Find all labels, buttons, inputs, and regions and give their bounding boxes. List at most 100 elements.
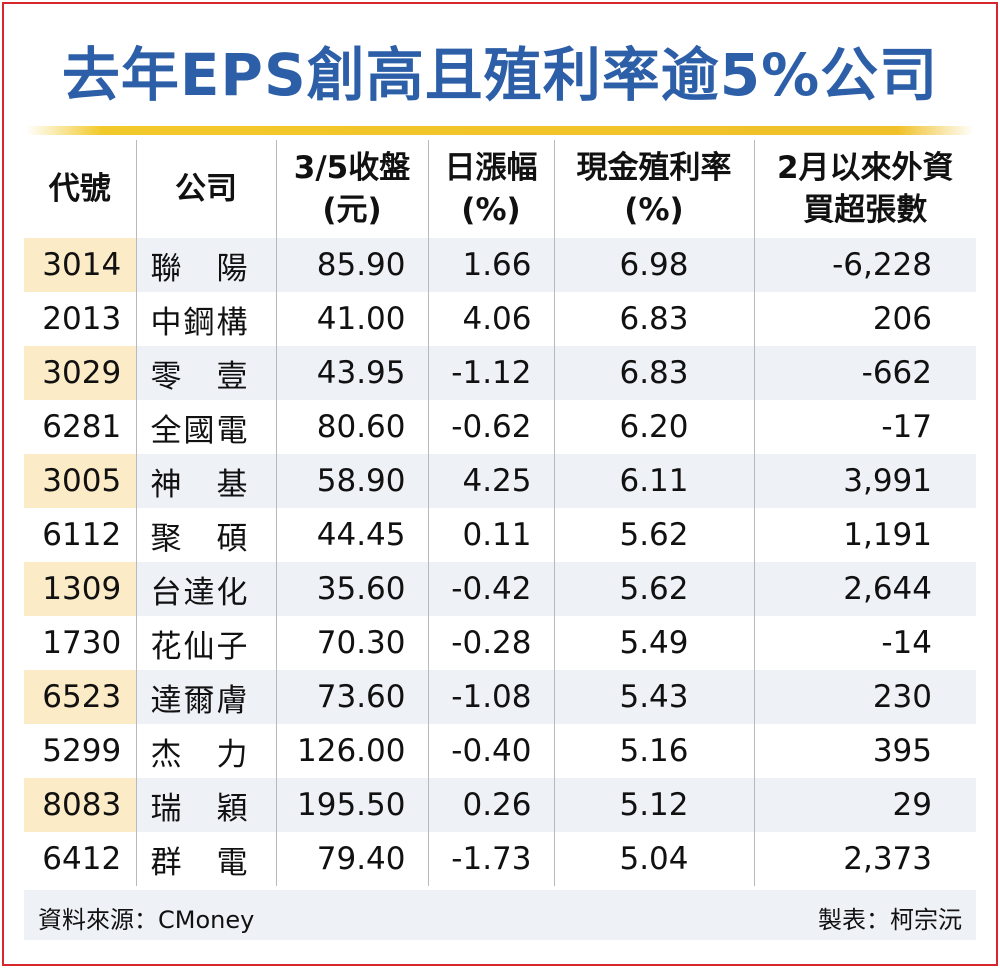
source-note: 資料來源：CMoney: [38, 906, 255, 934]
cell-foreign: 2,373: [753, 832, 976, 886]
table-row: 1309 台達化 35.60 -0.42 5.62 2,644: [24, 562, 976, 616]
cell-name: 花仙子: [135, 616, 276, 670]
cell-foreign: 206: [753, 292, 976, 346]
cell-name: 聯 陽: [135, 238, 276, 292]
cell-yield: 6.83: [553, 292, 754, 346]
cell-close: 70.30: [275, 616, 428, 670]
cell-code: 1309: [24, 562, 136, 616]
cell-close: 126.00: [275, 724, 428, 778]
column-header-line: (%): [461, 192, 521, 228]
table-row: 6281 全國電 80.60 -0.62 6.20 -17: [24, 400, 976, 454]
cell-change: 4.06: [427, 292, 554, 346]
cell-close: 73.60: [275, 670, 428, 724]
cell-close: 80.60: [275, 400, 428, 454]
table-row: 5299 杰 力 126.00 -0.40 5.16 395: [24, 724, 976, 778]
cell-change: -0.28: [427, 616, 554, 670]
column-header-code: 代號: [24, 140, 136, 238]
cell-name: 零 壹: [135, 346, 276, 400]
table-row: 6412 群 電 79.40 -1.73 5.04 2,373: [24, 832, 976, 886]
header-row: 代號 公司 3/5收盤 (元) 日漲幅 (%) 現金殖利率 (%) 2月以來外資 買超張數: [24, 140, 976, 238]
table-row: 3005 神 基 58.90 4.25 6.11 3,991: [24, 454, 976, 508]
column-header-line: (%): [624, 192, 684, 228]
cell-code: 3014: [24, 238, 136, 292]
cell-foreign: 2,644: [753, 562, 976, 616]
chart-title: 去年EPS創高且殖利率逾5%公司: [61, 41, 939, 109]
cell-close: 58.90: [275, 454, 428, 508]
cell-close: 43.95: [275, 346, 428, 400]
cell-name: 聚 碩: [135, 508, 276, 562]
cell-code: 3005: [24, 454, 136, 508]
cell-yield: 6.20: [553, 400, 754, 454]
cell-yield: 6.11: [553, 454, 754, 508]
cell-code: 5299: [24, 724, 136, 778]
cell-change: -1.08: [427, 670, 554, 724]
cell-name: 全國電: [135, 400, 276, 454]
column-header-line: 日漲幅: [444, 150, 538, 186]
cell-code: 6112: [24, 508, 136, 562]
column-header-change: 日漲幅 (%): [427, 140, 554, 238]
cell-close: 35.60: [275, 562, 428, 616]
cell-code: 6281: [24, 400, 136, 454]
cell-name: 中鋼構: [135, 292, 276, 346]
cell-name: 台達化: [135, 562, 276, 616]
table-row: 6523 達爾膚 73.60 -1.08 5.43 230: [24, 670, 976, 724]
cell-change: -1.12: [427, 346, 554, 400]
maker-note: 製表：柯宗沅: [818, 906, 962, 934]
cell-code: 6412: [24, 832, 136, 886]
column-header-line: 2月以來外資: [776, 150, 954, 186]
cell-foreign: -6,228: [753, 238, 976, 292]
cell-change: -0.42: [427, 562, 554, 616]
cell-yield: 5.49: [553, 616, 754, 670]
cell-foreign: -662: [753, 346, 976, 400]
title-underline: [26, 126, 974, 135]
cell-change: -0.62: [427, 400, 554, 454]
table-row: 6112 聚 碩 44.45 0.11 5.62 1,191: [24, 508, 976, 562]
cell-foreign: 3,991: [753, 454, 976, 508]
column-header-line: 3/5收盤: [293, 150, 411, 186]
table-row: 3029 零 壹 43.95 -1.12 6.83 -662: [24, 346, 976, 400]
cell-name: 瑞 穎: [135, 778, 276, 832]
cell-close: 41.00: [275, 292, 428, 346]
table-row: 2013 中鋼構 41.00 4.06 6.83 206: [24, 292, 976, 346]
table-row: 1730 花仙子 70.30 -0.28 5.49 -14: [24, 616, 976, 670]
column-header-line: 現金殖利率: [576, 150, 732, 186]
cell-name: 神 基: [135, 454, 276, 508]
cell-yield: 6.98: [553, 238, 754, 292]
cell-close: 79.40: [275, 832, 428, 886]
cell-foreign: -14: [753, 616, 976, 670]
cell-foreign: 1,191: [753, 508, 976, 562]
cell-yield: 5.62: [553, 562, 754, 616]
cell-code: 2013: [24, 292, 136, 346]
cell-change: -1.73: [427, 832, 554, 886]
cell-close: 195.50: [275, 778, 428, 832]
column-header-line: 公司: [175, 171, 237, 207]
column-header-foreign: 2月以來外資 買超張數: [753, 140, 976, 238]
cell-yield: 5.43: [553, 670, 754, 724]
column-header-line: (元): [322, 192, 382, 228]
column-header-yield: 現金殖利率 (%): [553, 140, 754, 238]
cell-code: 8083: [24, 778, 136, 832]
cell-yield: 5.04: [553, 832, 754, 886]
cell-close: 44.45: [275, 508, 428, 562]
cell-change: 1.66: [427, 238, 554, 292]
column-header-close: 3/5收盤 (元): [275, 140, 428, 238]
cell-name: 達爾膚: [135, 670, 276, 724]
table-row: 8083 瑞 穎 195.50 0.26 5.12 29: [24, 778, 976, 832]
data-table: 代號 公司 3/5收盤 (元) 日漲幅 (%) 現金殖利率 (%) 2月以來外資 買超張數 301…: [24, 140, 976, 886]
cell-change: 4.25: [427, 454, 554, 508]
cell-close: 85.90: [275, 238, 428, 292]
cell-yield: 5.16: [553, 724, 754, 778]
cell-change: -0.40: [427, 724, 554, 778]
table-row: 3014 聯 陽 85.90 1.66 6.98 -6,228: [24, 238, 976, 292]
cell-code: 6523: [24, 670, 136, 724]
cell-name: 群 電: [135, 832, 276, 886]
cell-foreign: -17: [753, 400, 976, 454]
cell-name: 杰 力: [135, 724, 276, 778]
column-header-line: 買超張數: [803, 192, 928, 228]
footer: 資料來源：CMoney 製表：柯宗沅: [24, 890, 976, 940]
cell-yield: 5.62: [553, 508, 754, 562]
cell-change: 0.11: [427, 508, 554, 562]
cell-foreign: 230: [753, 670, 976, 724]
cell-code: 3029: [24, 346, 136, 400]
cell-code: 1730: [24, 616, 136, 670]
